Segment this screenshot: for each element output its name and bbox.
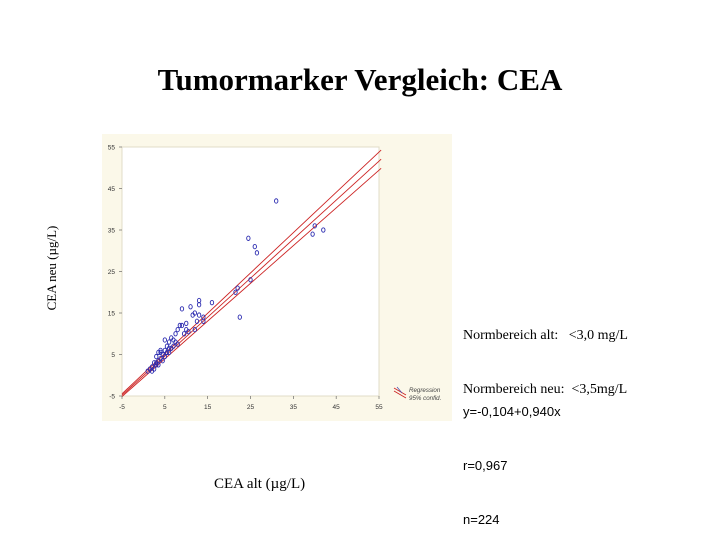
data-point	[173, 331, 178, 337]
legend-swatch-marker	[396, 386, 403, 394]
data-point	[194, 318, 200, 324]
x-tick-label: -5	[119, 404, 125, 411]
legend-label: 95% confid.	[409, 395, 441, 402]
regression-equation: y=-0,104+0,940x	[463, 404, 561, 419]
data-point	[237, 314, 242, 320]
data-point	[145, 368, 150, 374]
data-point	[248, 277, 253, 283]
x-tick-label: 55	[375, 404, 383, 411]
y-tick-label: 55	[108, 145, 116, 152]
sample-count: n=224	[463, 512, 500, 527]
y-axis-label: CEA neu (µg/L)	[44, 225, 59, 311]
norm-range-new: Normbereich neu: <3,5mg/L	[463, 382, 628, 397]
data-point	[188, 304, 193, 310]
norm-range-box: Normbereich alt: <3,0 mg/L Normbereich n…	[463, 291, 628, 417]
data-point	[156, 362, 161, 368]
plot-background	[121, 146, 380, 397]
data-point	[179, 322, 185, 329]
data-point	[154, 353, 159, 360]
data-point	[166, 339, 172, 345]
data-point	[196, 302, 202, 308]
data-point	[192, 326, 197, 333]
legend-label: Regression	[409, 387, 441, 394]
correlation-value: r=0,967	[463, 458, 508, 473]
data-point	[192, 310, 197, 316]
data-point	[196, 312, 202, 318]
x-tick-label: 45	[333, 404, 341, 411]
axis-ticks: -5 5 15 25 35 45 55 -5 5 15 25 35 45 55	[108, 145, 383, 412]
scatter-chart-svg: -5 5 15 25 35 45 55 -5 5 15 25 35 45 55 Regression95%…	[108, 145, 442, 412]
y-tick-label: 15	[108, 311, 116, 318]
data-point	[201, 318, 206, 324]
y-tick-label: 35	[108, 228, 116, 235]
y-tick-label: -5	[109, 394, 115, 401]
data-point	[164, 349, 170, 356]
data-point	[181, 331, 187, 337]
data-point	[160, 358, 165, 364]
y-tick-label: 5	[111, 352, 115, 359]
slide-title: Tumormarker Vergleich: CEA	[157, 62, 563, 97]
data-point	[246, 235, 251, 241]
data-point	[233, 289, 238, 295]
data-point	[252, 243, 257, 250]
y-tick-label: 25	[108, 269, 116, 276]
data-point	[321, 227, 326, 233]
data-point	[209, 299, 215, 306]
data-points	[145, 198, 326, 374]
data-point	[177, 322, 182, 329]
data-point	[179, 306, 185, 312]
data-point	[184, 320, 189, 327]
data-point	[149, 368, 155, 374]
regression-line	[121, 158, 382, 396]
x-tick-label: 15	[204, 404, 212, 411]
x-tick-label: 5	[163, 404, 167, 411]
scatter-chart: -5 5 15 25 35 45 55 -5 5 15 25 35 45 55 Regression 95%…	[102, 134, 452, 421]
y-tick-label: 45	[108, 186, 116, 193]
data-point	[254, 250, 260, 256]
legend-swatch-regression	[393, 387, 407, 396]
data-point	[162, 337, 167, 343]
plot-area	[121, 146, 380, 397]
data-point	[235, 285, 240, 291]
data-point	[166, 349, 172, 356]
data-point	[175, 341, 180, 347]
data-point	[156, 349, 161, 356]
legend-swatch-confidence	[393, 390, 407, 399]
data-point	[175, 326, 180, 333]
data-point	[171, 343, 176, 349]
regression-stats: y=-0,104+0,940x r=0,967 n=224	[463, 367, 561, 547]
x-tick-label: 35	[290, 404, 298, 411]
data-point	[162, 353, 167, 360]
x-axis-label: CEA alt (µg/L)	[214, 476, 306, 492]
data-point	[158, 349, 163, 356]
data-point	[310, 231, 315, 237]
x-tick-label: 25	[247, 404, 255, 411]
norm-range-old: Normbereich alt: <3,0 mg/L	[463, 328, 628, 343]
data-point	[274, 198, 279, 204]
data-point	[154, 362, 159, 368]
data-point	[186, 329, 191, 335]
data-point	[312, 223, 317, 229]
